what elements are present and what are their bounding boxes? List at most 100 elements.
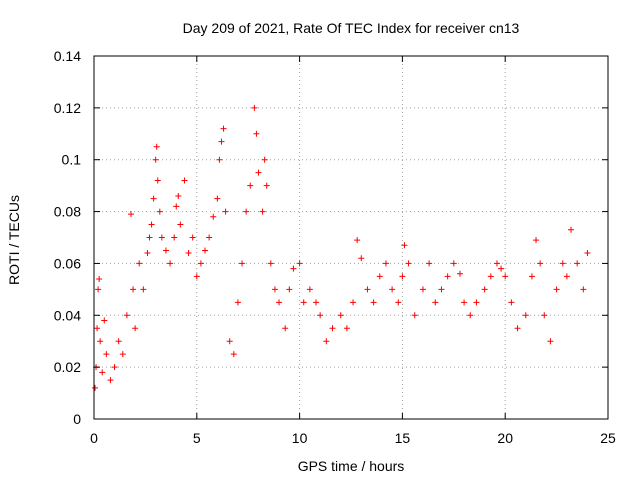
- data-point: [222, 208, 229, 215]
- chart-title: Day 209 of 2021, Rate Of TEC Index for r…: [183, 20, 520, 36]
- x-tick-label: 5: [193, 430, 201, 446]
- data-point: [508, 299, 515, 306]
- data-point: [502, 273, 509, 280]
- y-tick-label: 0.02: [54, 359, 81, 375]
- data-point: [533, 237, 540, 244]
- data-point: [399, 273, 406, 280]
- data-point: [171, 234, 178, 241]
- data-point: [92, 384, 99, 391]
- data-point: [317, 312, 324, 319]
- data-point: [306, 286, 313, 293]
- data-point: [498, 265, 505, 272]
- x-tick-label: 20: [497, 430, 513, 446]
- data-point: [263, 182, 270, 189]
- data-point: [537, 260, 544, 267]
- data-point: [148, 221, 155, 228]
- data-point: [426, 260, 433, 267]
- data-point: [123, 312, 130, 319]
- data-point: [329, 325, 336, 332]
- data-point: [350, 299, 357, 306]
- data-point: [189, 234, 196, 241]
- data-point: [146, 234, 153, 241]
- y-tick-label: 0.04: [54, 307, 81, 323]
- data-point: [119, 351, 126, 358]
- data-point: [553, 286, 560, 293]
- data-point: [300, 299, 307, 306]
- data-point: [185, 250, 192, 257]
- data-point: [214, 195, 221, 202]
- data-point: [216, 156, 223, 163]
- data-point: [226, 338, 233, 345]
- data-point: [181, 177, 188, 184]
- y-tick-label: 0.12: [54, 100, 81, 116]
- data-point: [150, 195, 157, 202]
- data-point: [173, 203, 180, 210]
- data-point: [153, 143, 160, 150]
- data-point: [364, 286, 371, 293]
- data-point: [167, 260, 174, 267]
- data-point: [101, 317, 108, 324]
- data-point: [255, 169, 262, 176]
- data-point: [286, 286, 293, 293]
- data-point: [522, 312, 529, 319]
- data-point: [154, 177, 161, 184]
- data-point: [111, 364, 118, 371]
- data-point: [132, 325, 139, 332]
- data-point: [271, 286, 278, 293]
- data-point: [584, 250, 591, 257]
- data-point: [405, 260, 412, 267]
- data-point: [419, 286, 426, 293]
- data-point: [376, 273, 383, 280]
- data-point: [370, 299, 377, 306]
- data-point: [94, 325, 101, 332]
- data-point: [140, 286, 147, 293]
- data-point: [234, 299, 241, 306]
- x-tick-label: 15: [395, 430, 411, 446]
- data-point: [158, 234, 165, 241]
- data-point: [574, 260, 581, 267]
- data-point: [99, 369, 106, 376]
- data-point: [282, 325, 289, 332]
- data-point: [261, 156, 268, 163]
- data-point: [493, 260, 500, 267]
- y-tick-label: 0.1: [62, 152, 82, 168]
- data-point: [152, 156, 159, 163]
- data-point: [358, 255, 365, 262]
- data-point: [177, 221, 184, 228]
- data-point: [559, 260, 566, 267]
- x-tick-label: 10: [292, 430, 308, 446]
- data-point: [128, 211, 135, 218]
- data-point: [267, 260, 274, 267]
- data-point: [290, 265, 297, 272]
- plot-frame: [93, 55, 609, 420]
- data-point: [514, 325, 521, 332]
- data-point: [193, 273, 200, 280]
- data-point: [296, 260, 303, 267]
- data-point: [230, 351, 237, 358]
- data-point: [438, 286, 445, 293]
- axis-ticks: 0 5 10 15 20 25 0 0.02 0.04 0.06 0.08 0.1 0.12 0.14: [54, 48, 616, 446]
- y-tick-label: 0.14: [54, 48, 81, 64]
- data-point: [130, 286, 137, 293]
- data-point: [473, 299, 480, 306]
- data-point: [220, 125, 227, 132]
- y-tick-label: 0: [73, 411, 81, 427]
- y-tick-label: 0.08: [54, 204, 81, 220]
- x-axis-label: GPS time / hours: [298, 458, 405, 474]
- data-points: [92, 104, 591, 391]
- data-point: [96, 275, 103, 282]
- data-point: [197, 260, 204, 267]
- data-point: [136, 260, 143, 267]
- data-point: [323, 338, 330, 345]
- data-point: [243, 208, 250, 215]
- data-point: [389, 286, 396, 293]
- data-point: [162, 247, 169, 254]
- x-tick-label: 0: [90, 430, 98, 446]
- grid-lines: [94, 56, 608, 419]
- data-point: [206, 234, 213, 241]
- data-point: [432, 299, 439, 306]
- data-point: [343, 325, 350, 332]
- data-point: [144, 250, 151, 257]
- data-point: [175, 193, 182, 200]
- data-point: [461, 299, 468, 306]
